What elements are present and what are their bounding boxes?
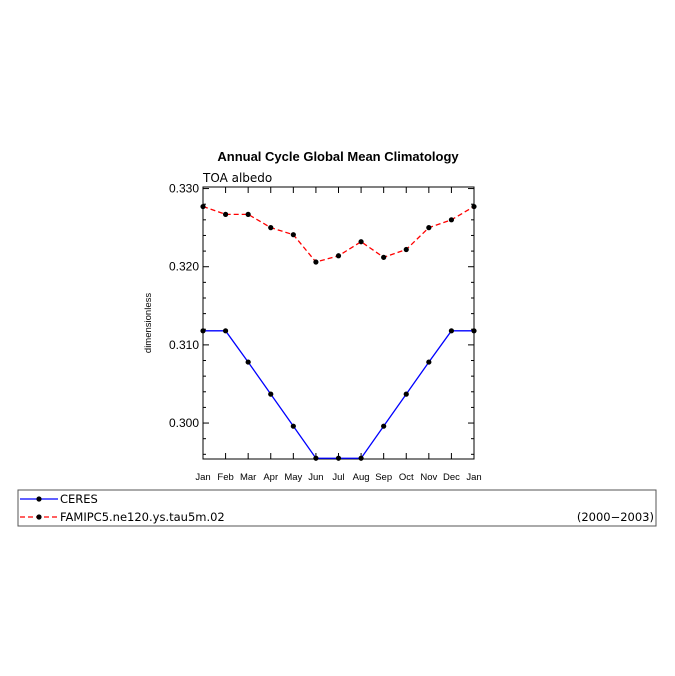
- y-axis-label: dimensionless: [143, 293, 154, 353]
- y-tick-label: 0.320: [169, 260, 199, 274]
- data-point: [403, 246, 409, 253]
- x-tick-label: Feb: [217, 472, 233, 483]
- series-line-ceres: [203, 330, 474, 459]
- data-point: [290, 423, 296, 429]
- data-point: [358, 239, 364, 245]
- x-tick-label: Mar: [240, 472, 256, 483]
- x-tick-label: Dec: [443, 472, 460, 483]
- x-tick-label: Sep: [375, 472, 392, 483]
- axis-ticks: [202, 187, 475, 459]
- data-point: [471, 203, 477, 210]
- data-point: [313, 455, 319, 461]
- data-point: [403, 391, 409, 397]
- y-tick-labels: 0.300 0.310 0.320 0.330: [169, 182, 199, 430]
- data-point: [426, 225, 432, 231]
- data-point: [268, 225, 274, 231]
- legend-label: FAMIPC5.ne120.ys.tau5m.02: [60, 510, 225, 524]
- x-tick-label: May: [284, 472, 302, 483]
- x-tick-label: Nov: [420, 472, 437, 483]
- data-point: [335, 253, 342, 259]
- legend-marker: [36, 496, 42, 502]
- data-point: [381, 423, 387, 429]
- x-tick-labels: Jan Feb Mar Apr May Jun Jul Aug Sep Oct Nov Dec Jan: [195, 472, 481, 483]
- x-tick-label: Aug: [353, 472, 370, 483]
- legend-box: [17, 489, 657, 527]
- legend-marker: [36, 514, 42, 520]
- data-point: [335, 455, 342, 461]
- y-tick-label: 0.300: [169, 416, 199, 430]
- data-point: [222, 211, 229, 217]
- data-point: [471, 328, 477, 334]
- chart-subtitle: TOA albedo: [202, 171, 272, 185]
- data-point: [448, 217, 455, 223]
- x-tick-label: Apr: [263, 472, 278, 483]
- data-point: [222, 328, 229, 334]
- legend-period: (2000−2003): [577, 510, 654, 524]
- series-layer: [200, 203, 477, 461]
- data-point: [381, 254, 387, 260]
- data-point: [200, 203, 206, 210]
- data-point: [426, 359, 432, 365]
- y-tick-label: 0.310: [169, 338, 199, 352]
- x-tick-label: Jan: [195, 472, 210, 483]
- data-point: [245, 211, 251, 217]
- data-point: [448, 328, 455, 334]
- data-point: [200, 328, 206, 334]
- legend: CERES FAMIPC5.ne120.ys.tau5m.02: [20, 492, 225, 524]
- y-tick-label: 0.330: [169, 182, 199, 196]
- plot-frame: [202, 186, 475, 460]
- x-tick-label: Jun: [308, 472, 323, 483]
- x-tick-label: Oct: [399, 472, 414, 483]
- x-tick-label: Jul: [332, 472, 344, 483]
- x-tick-label: Jan: [466, 472, 481, 483]
- legend-label: CERES: [60, 492, 98, 506]
- chart-title: Annual Cycle Global Mean Climatology: [217, 149, 459, 164]
- data-point: [313, 259, 319, 265]
- data-point: [268, 391, 274, 397]
- data-point: [358, 455, 364, 461]
- data-point: [245, 359, 251, 365]
- data-point: [290, 232, 296, 238]
